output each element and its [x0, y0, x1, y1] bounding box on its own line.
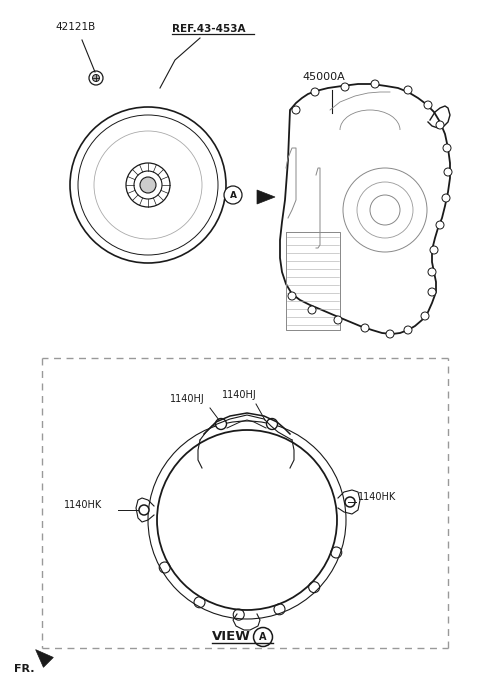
- Circle shape: [404, 86, 412, 94]
- Circle shape: [93, 75, 99, 82]
- Circle shape: [442, 194, 450, 202]
- Text: 1140HK: 1140HK: [64, 500, 102, 510]
- Circle shape: [428, 268, 436, 276]
- Circle shape: [436, 121, 444, 129]
- Text: A: A: [229, 190, 237, 199]
- Text: 42121B: 42121B: [55, 22, 95, 32]
- Text: 1140HJ: 1140HJ: [222, 390, 257, 400]
- Text: FR.: FR.: [14, 664, 35, 674]
- Text: 1140HK: 1140HK: [358, 492, 396, 502]
- Circle shape: [308, 306, 316, 314]
- Circle shape: [216, 419, 227, 430]
- Text: 1140HJ: 1140HJ: [170, 394, 205, 404]
- Text: REF.43-453A: REF.43-453A: [172, 24, 245, 34]
- Circle shape: [444, 168, 452, 176]
- Circle shape: [443, 144, 451, 152]
- Circle shape: [139, 505, 149, 515]
- Circle shape: [424, 101, 432, 109]
- Circle shape: [140, 177, 156, 193]
- Circle shape: [341, 83, 349, 91]
- Circle shape: [292, 106, 300, 114]
- Circle shape: [224, 186, 242, 204]
- Text: A: A: [259, 632, 267, 642]
- Polygon shape: [36, 650, 53, 667]
- Circle shape: [288, 292, 296, 300]
- Circle shape: [421, 312, 429, 320]
- Circle shape: [361, 324, 369, 332]
- Circle shape: [371, 80, 379, 88]
- Text: 45000A: 45000A: [302, 72, 345, 82]
- Text: VIEW: VIEW: [212, 630, 251, 643]
- Circle shape: [430, 246, 438, 254]
- Polygon shape: [257, 190, 275, 204]
- Circle shape: [334, 316, 342, 324]
- Circle shape: [311, 88, 319, 96]
- Circle shape: [404, 326, 412, 334]
- Circle shape: [436, 221, 444, 229]
- Circle shape: [345, 497, 355, 507]
- Circle shape: [266, 419, 277, 430]
- Circle shape: [386, 330, 394, 338]
- Circle shape: [253, 628, 273, 646]
- Circle shape: [428, 288, 436, 296]
